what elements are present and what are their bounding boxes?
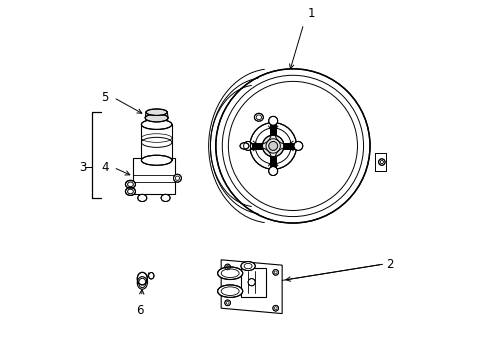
- Ellipse shape: [161, 194, 170, 202]
- Ellipse shape: [293, 141, 302, 150]
- Ellipse shape: [240, 143, 248, 149]
- Text: 1: 1: [306, 8, 314, 21]
- Ellipse shape: [249, 123, 296, 169]
- Ellipse shape: [268, 141, 277, 150]
- Ellipse shape: [215, 69, 369, 223]
- Ellipse shape: [148, 273, 154, 279]
- Ellipse shape: [125, 180, 135, 188]
- Ellipse shape: [254, 113, 263, 121]
- Ellipse shape: [378, 159, 384, 165]
- Ellipse shape: [138, 194, 146, 202]
- Ellipse shape: [272, 305, 278, 311]
- Text: 5: 5: [101, 91, 108, 104]
- Ellipse shape: [272, 270, 278, 275]
- Polygon shape: [221, 260, 282, 314]
- Ellipse shape: [173, 174, 181, 182]
- Ellipse shape: [268, 167, 277, 176]
- Ellipse shape: [146, 109, 167, 116]
- Ellipse shape: [217, 285, 242, 297]
- Ellipse shape: [141, 155, 171, 165]
- Ellipse shape: [125, 188, 135, 195]
- Ellipse shape: [243, 141, 252, 150]
- Ellipse shape: [262, 135, 284, 157]
- Text: 6: 6: [136, 304, 143, 317]
- Bar: [241, 268, 265, 297]
- Ellipse shape: [217, 267, 242, 279]
- Ellipse shape: [268, 116, 277, 125]
- Text: 2: 2: [386, 258, 393, 271]
- Ellipse shape: [145, 114, 168, 122]
- Ellipse shape: [241, 262, 255, 271]
- Ellipse shape: [224, 264, 230, 270]
- Bar: [133, 158, 174, 194]
- Text: 4: 4: [101, 161, 108, 174]
- Ellipse shape: [247, 279, 255, 286]
- Ellipse shape: [137, 273, 147, 285]
- Ellipse shape: [141, 120, 171, 130]
- Ellipse shape: [224, 300, 230, 306]
- Text: 3: 3: [79, 161, 86, 174]
